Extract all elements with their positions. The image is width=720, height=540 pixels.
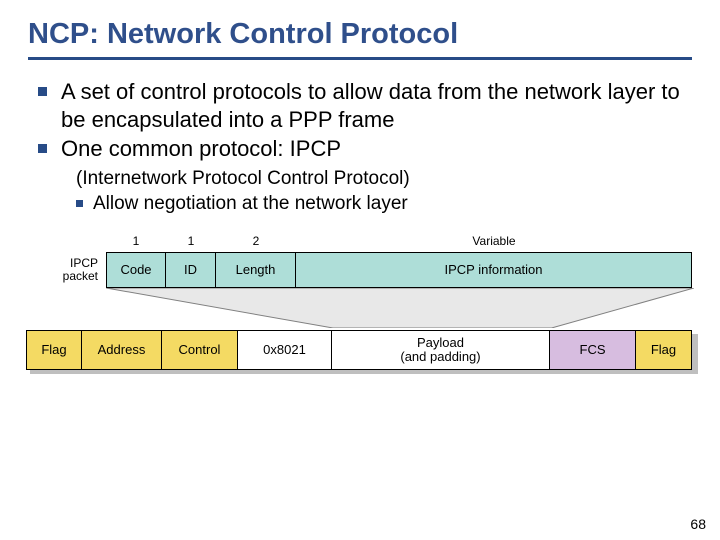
- bullet-marker-icon: [38, 144, 47, 153]
- frame-cell: Control: [162, 330, 238, 370]
- page-number: 68: [690, 516, 706, 532]
- byte-count-labels: 112Variable: [106, 234, 694, 250]
- list-item: One common protocol: IPCP: [38, 135, 692, 163]
- packet-cell: Length: [216, 252, 296, 288]
- frame-cell: Payload (and padding): [332, 330, 550, 370]
- frame-cell: Flag: [636, 330, 692, 370]
- encapsulation-connector: [26, 288, 694, 328]
- row-label: IPCP packet: [26, 252, 106, 288]
- bullet-text: One common protocol: IPCP: [61, 135, 341, 163]
- page-title: NCP: Network Control Protocol: [28, 18, 692, 60]
- byte-label: Variable: [296, 234, 692, 248]
- list-item: A set of control protocols to allow data…: [38, 78, 692, 133]
- frame-cell: Address: [82, 330, 162, 370]
- ppp-frame-row: FlagAddressControl0x8021Payload (and pad…: [0, 330, 694, 370]
- packet-cell: IPCP information: [296, 252, 692, 288]
- list-item: Allow negotiation at the network layer: [76, 192, 692, 216]
- sub-list: (Internetwork Protocol Control Protocol)…: [76, 167, 692, 217]
- connector-shape: [106, 288, 694, 328]
- packet-diagram: 112Variable IPCP packet CodeIDLengthIPCP…: [26, 234, 694, 370]
- bullet-marker-icon: [38, 87, 47, 96]
- ipcp-cells: CodeIDLengthIPCP information: [106, 252, 694, 288]
- bullet-list: A set of control protocols to allow data…: [38, 78, 692, 216]
- subtext: (Internetwork Protocol Control Protocol): [76, 167, 692, 191]
- packet-cell: Code: [106, 252, 166, 288]
- ipcp-packet-row: IPCP packet CodeIDLengthIPCP information: [26, 252, 694, 288]
- frame-cell: 0x8021: [238, 330, 332, 370]
- frame-cells: FlagAddressControl0x8021Payload (and pad…: [26, 330, 694, 370]
- frame-cell: FCS: [550, 330, 636, 370]
- frame-cell: Flag: [26, 330, 82, 370]
- bullet-marker-icon: [76, 200, 83, 207]
- byte-label: 2: [216, 234, 296, 248]
- sub-bullet-text: Allow negotiation at the network layer: [93, 192, 408, 216]
- bullet-text: A set of control protocols to allow data…: [61, 78, 692, 133]
- packet-cell: ID: [166, 252, 216, 288]
- byte-label: 1: [106, 234, 166, 248]
- byte-label: 1: [166, 234, 216, 248]
